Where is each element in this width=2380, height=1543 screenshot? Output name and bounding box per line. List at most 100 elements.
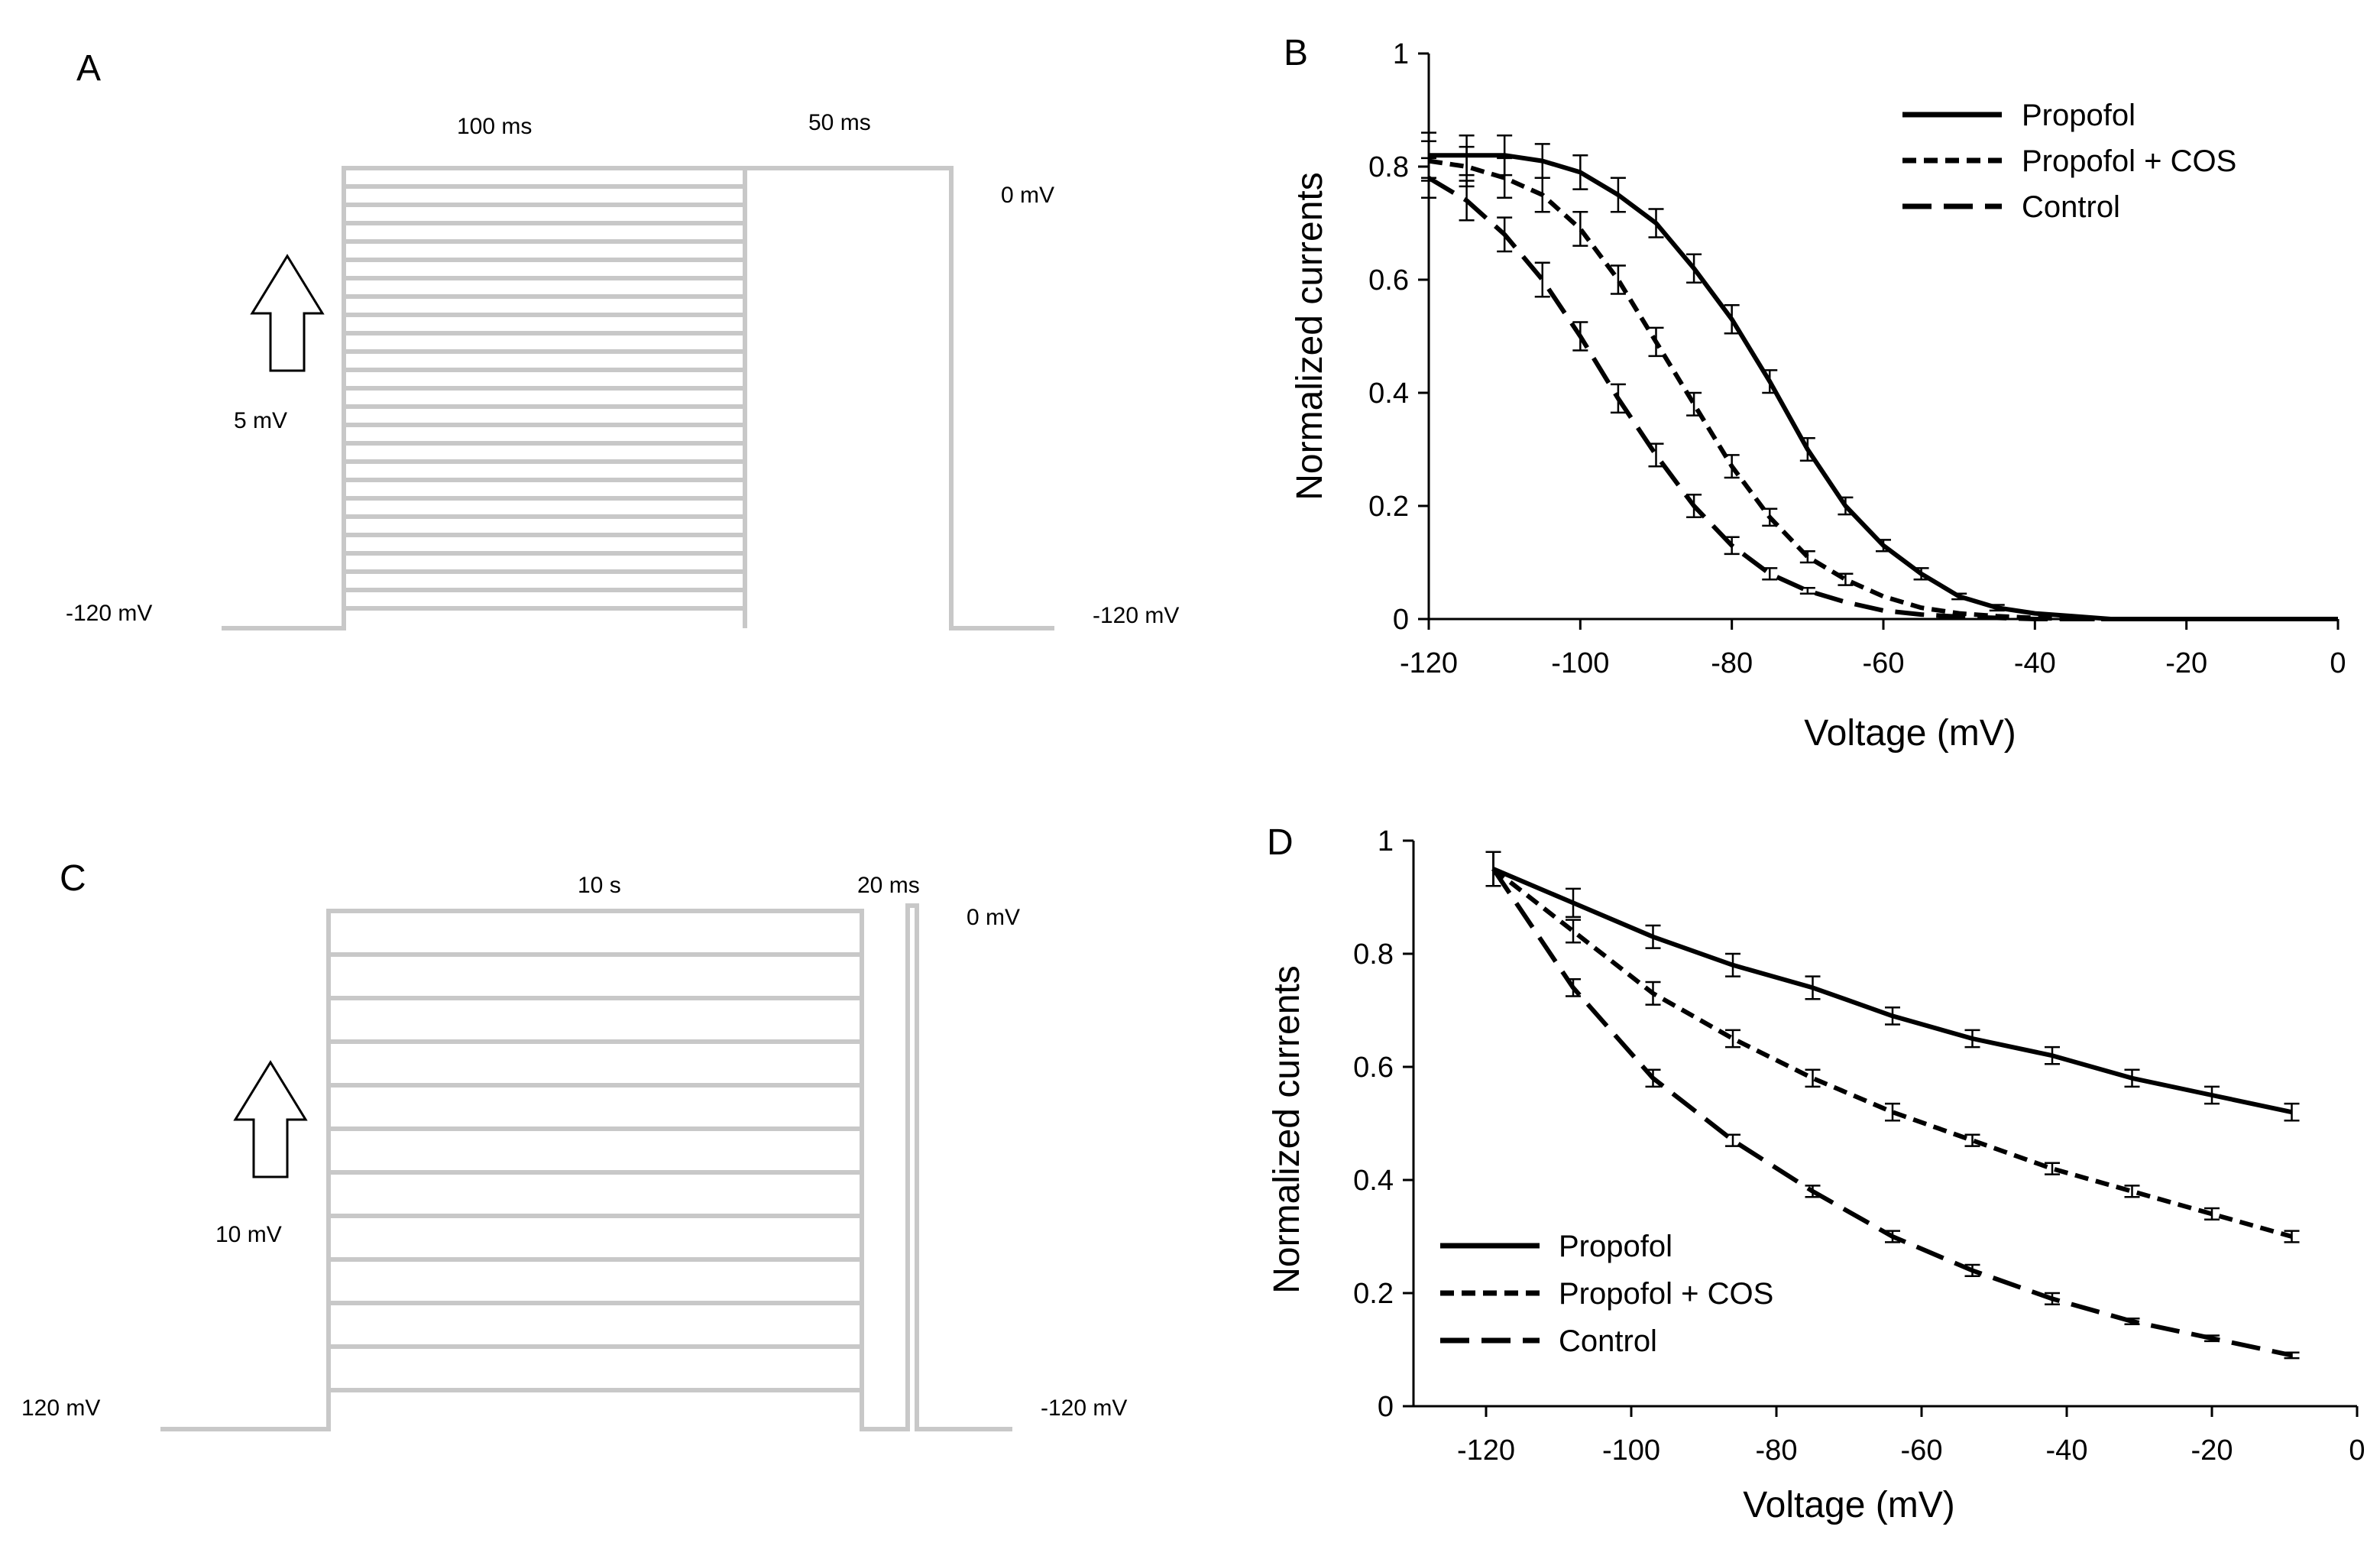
panel-d-chart: D 0 0.2 0.4 0.6 0.8 1 -120 -100 -80 -60 -40 -20 0 V… bbox=[1267, 822, 2365, 1525]
panel-b-error-bar bbox=[1610, 264, 1626, 295]
panel-b-error-bar bbox=[1497, 157, 1513, 199]
panel-b-error-bar bbox=[1951, 592, 1967, 601]
panel-d-error-bar bbox=[2124, 1318, 2140, 1325]
panel-d-error-bar bbox=[2204, 1207, 2220, 1221]
panel-b-error-bar bbox=[1838, 572, 1854, 586]
panel-b-error-bar bbox=[1572, 210, 1588, 247]
panel-d-error-bar bbox=[1566, 919, 1581, 944]
panel-c-step-increment: 10 mV bbox=[215, 1222, 282, 1247]
panel-b-x-tick-label: -20 bbox=[2165, 647, 2207, 679]
panel-d-y-tick-label: 0.6 bbox=[1353, 1052, 1394, 1084]
panel-d-x-ticks: -120 -100 -80 -60 -40 -20 0 bbox=[1457, 1406, 2365, 1467]
panel-b-error-bar bbox=[1686, 391, 1702, 417]
panel-b-error-bar bbox=[1572, 154, 1588, 190]
panel-a-outline-trace bbox=[222, 166, 1054, 630]
panel-b-letter: B bbox=[1284, 33, 1308, 73]
panel-a-test-potential: 0 mV bbox=[1001, 183, 1054, 208]
panel-b-series-control bbox=[1427, 176, 2338, 621]
panel-a-step-increment: 5 mV bbox=[234, 408, 287, 433]
panel-b-error-bar bbox=[1913, 567, 1929, 581]
panel-b-error-bar bbox=[1572, 321, 1588, 352]
panel-d-x-tick-label: -120 bbox=[1457, 1434, 1515, 1467]
panel-a-letter: A bbox=[76, 48, 101, 89]
panel-d-series bbox=[1485, 851, 2300, 1360]
panel-b-y-tick-label: 0 bbox=[1393, 604, 1409, 636]
panel-d-legend-label: Propofol bbox=[1559, 1230, 1672, 1263]
panel-b-error-bar bbox=[1989, 604, 2005, 612]
panel-d-error-bar bbox=[2204, 1085, 2220, 1105]
panel-b-error-bar bbox=[1459, 180, 1475, 222]
panel-d-legend-label: Propofol + COS bbox=[1559, 1277, 1773, 1311]
panel-b-x-axis-title: Voltage (mV) bbox=[1804, 713, 2016, 754]
panel-b-error-bar bbox=[1648, 208, 1664, 238]
panel-b-error-bar bbox=[1686, 493, 1702, 519]
panel-d-error-bar bbox=[1885, 1007, 1900, 1026]
panel-b-error-bar bbox=[1876, 539, 1891, 553]
panel-b-y-ticks: 0 0.2 0.4 0.6 0.8 1 bbox=[1368, 38, 1429, 636]
panel-d-error-bar bbox=[1566, 887, 1581, 919]
panel-b-y-tick-label: 0.4 bbox=[1368, 378, 1409, 410]
panel-c-test-duration: 20 ms bbox=[857, 873, 920, 898]
panel-d-x-tick-label: -20 bbox=[2191, 1434, 2233, 1467]
panel-d-error-bar bbox=[2045, 1162, 2060, 1175]
panel-d-y-tick-label: 0.2 bbox=[1353, 1278, 1394, 1310]
panel-b-x-tick-label: -120 bbox=[1400, 647, 1458, 679]
panel-d-error-bar bbox=[1964, 1133, 1980, 1147]
panel-a-up-arrow-icon bbox=[250, 254, 325, 372]
panel-a-step-traces bbox=[222, 166, 1054, 630]
panel-b-error-bar bbox=[1724, 304, 1740, 335]
panel-d-error-bar bbox=[1885, 1230, 1900, 1243]
panel-d-error-bar bbox=[1725, 952, 1740, 977]
panel-c-step-traces bbox=[160, 903, 1012, 1431]
panel-c-up-arrow-icon bbox=[233, 1060, 308, 1178]
panel-d-x-tick-label: -60 bbox=[1901, 1434, 1943, 1467]
panel-c-holding-right: -120 mV bbox=[1041, 1396, 1127, 1421]
panel-a-step-duration: 100 ms bbox=[457, 114, 532, 139]
panel-a-holding-left: -120 mV bbox=[66, 601, 152, 626]
panel-c-test-potential: 0 mV bbox=[967, 905, 1020, 930]
panel-b-x-tick-label: -60 bbox=[1863, 647, 1905, 679]
panel-c-step-duration: 10 s bbox=[578, 873, 621, 898]
panel-d-error-bar bbox=[2045, 1292, 2060, 1306]
panel-b-x-tick-label: 0 bbox=[2330, 647, 2346, 679]
panel-d-y-tick-label: 0 bbox=[1378, 1391, 1394, 1423]
panel-c-holding-left: 120 mV bbox=[21, 1396, 100, 1421]
panel-d-error-bar bbox=[1805, 1068, 1821, 1088]
panel-d-legend-label: Control bbox=[1559, 1324, 1657, 1358]
panel-d-error-bar bbox=[1964, 1263, 1980, 1278]
panel-b-error-bar bbox=[1686, 253, 1702, 284]
panel-b-error-bar bbox=[1534, 261, 1550, 298]
panel-d-x-tick-label: 0 bbox=[2349, 1434, 2365, 1467]
panel-b-legend-label: Control bbox=[2022, 190, 2120, 224]
panel-d-y-tick-label: 1 bbox=[1378, 825, 1394, 857]
panel-d-series-propofol-cos bbox=[1491, 867, 2293, 1239]
panel-a-holding-right: -120 mV bbox=[1093, 603, 1179, 628]
panel-d-error-bar bbox=[1645, 1068, 1661, 1088]
panel-d-error-bar bbox=[2204, 1334, 2220, 1343]
panel-d-y-tick-label: 0.4 bbox=[1353, 1165, 1394, 1197]
panel-d-y-ticks: 0 0.2 0.4 0.6 0.8 1 bbox=[1353, 825, 1413, 1423]
panel-b-error-bar bbox=[1838, 496, 1854, 516]
panel-b-x-tick-label: -80 bbox=[1711, 647, 1753, 679]
panel-b-error-bar bbox=[1762, 507, 1778, 527]
panel-b-legend: Propofol Propofol + COS Control bbox=[1902, 99, 2236, 224]
panel-b-legend-label: Propofol bbox=[2022, 99, 2136, 132]
panel-b-x-ticks: -120 -100 -80 -60 -40 -20 0 bbox=[1400, 619, 2346, 679]
panel-b-error-bar bbox=[1762, 567, 1778, 581]
panel-a-test-duration: 50 ms bbox=[808, 110, 871, 135]
panel-a-protocol: A 100 ms 50 ms 0 mV 5 mV -120 mV -120 mV bbox=[66, 48, 1179, 630]
panel-b-error-bar bbox=[1762, 369, 1778, 394]
panel-b-y-tick-label: 0.6 bbox=[1368, 264, 1409, 297]
panel-d-error-bar bbox=[1885, 1102, 1900, 1122]
panel-b-error-bar bbox=[1610, 383, 1626, 414]
panel-d-error-bar bbox=[1485, 851, 1501, 887]
panel-d-x-axis-title: Voltage (mV) bbox=[1743, 1485, 1954, 1525]
panel-d-error-bar bbox=[1566, 978, 1581, 997]
panel-b-x-tick-label: -100 bbox=[1551, 647, 1609, 679]
panel-b-y-tick-label: 0.8 bbox=[1368, 151, 1409, 183]
panel-b-error-bar bbox=[1724, 536, 1740, 556]
panel-d-letter: D bbox=[1267, 822, 1294, 863]
panel-d-error-bar bbox=[2284, 1230, 2300, 1243]
panel-d-error-bar bbox=[2124, 1185, 2140, 1198]
panel-d-error-bar bbox=[2284, 1102, 2300, 1122]
